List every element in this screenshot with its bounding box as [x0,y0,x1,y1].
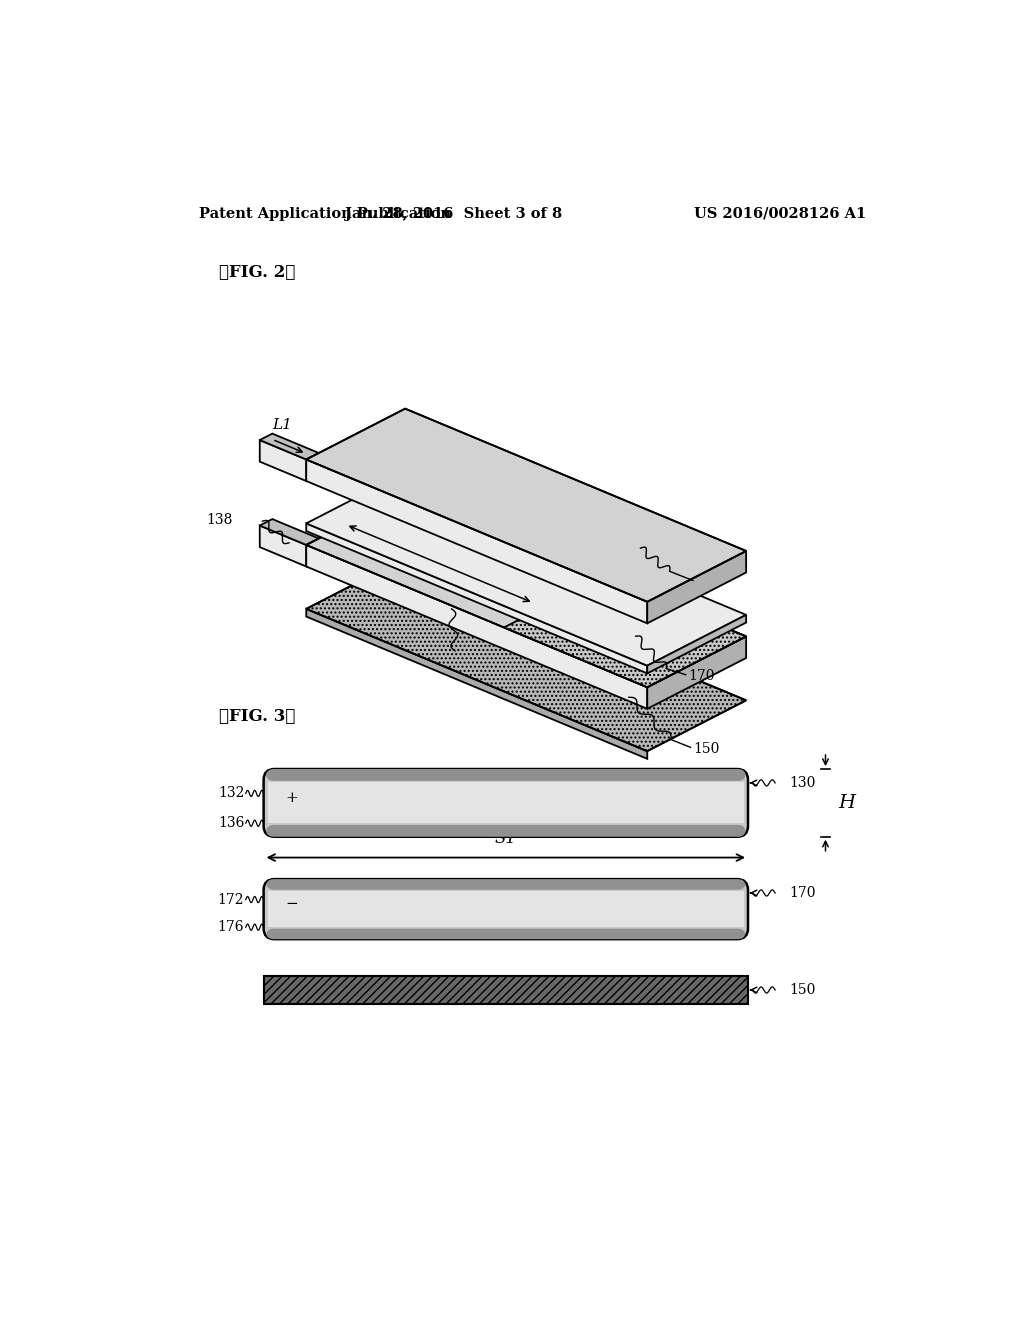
Polygon shape [647,636,746,709]
Polygon shape [306,473,746,665]
Polygon shape [260,519,318,545]
Text: 138: 138 [207,512,232,527]
FancyBboxPatch shape [266,879,745,890]
Text: +: + [286,791,298,805]
Polygon shape [306,494,746,688]
Text: 136: 136 [218,816,245,830]
Text: 150: 150 [790,983,815,997]
Text: Jan. 28, 2016  Sheet 3 of 8: Jan. 28, 2016 Sheet 3 of 8 [345,207,562,220]
Text: 178: 178 [456,587,481,602]
FancyBboxPatch shape [263,770,748,837]
Text: 170: 170 [688,669,715,684]
Text: 130: 130 [790,776,815,789]
FancyBboxPatch shape [266,825,745,837]
FancyBboxPatch shape [267,891,744,927]
Polygon shape [306,545,647,709]
FancyBboxPatch shape [263,977,748,1003]
Text: S1: S1 [437,543,458,557]
Text: S1: S1 [495,830,517,847]
Text: 132: 132 [218,787,245,800]
Polygon shape [260,440,306,480]
Text: H: H [838,793,855,812]
Text: 130: 130 [696,576,723,589]
Text: US 2016/0028126 A1: US 2016/0028126 A1 [693,207,866,220]
FancyBboxPatch shape [266,770,745,781]
Polygon shape [306,609,647,759]
Polygon shape [306,459,647,623]
Polygon shape [647,615,746,673]
Polygon shape [306,558,746,751]
Polygon shape [260,433,318,459]
FancyBboxPatch shape [267,783,744,824]
FancyBboxPatch shape [266,929,745,940]
Text: 172: 172 [218,892,245,907]
Text: −: − [286,898,298,911]
Text: L1: L1 [272,418,292,432]
Polygon shape [504,577,746,688]
Text: 176: 176 [218,920,245,935]
Text: 170: 170 [790,886,815,900]
Text: 【FIG. 2】: 【FIG. 2】 [219,264,296,281]
Polygon shape [306,409,746,602]
Polygon shape [260,525,306,566]
Polygon shape [647,550,746,623]
Text: 【FIG. 3】: 【FIG. 3】 [219,708,296,725]
Polygon shape [306,524,647,673]
Text: Patent Application Publication: Patent Application Publication [200,207,452,220]
FancyBboxPatch shape [263,879,748,940]
Text: 150: 150 [693,742,719,756]
